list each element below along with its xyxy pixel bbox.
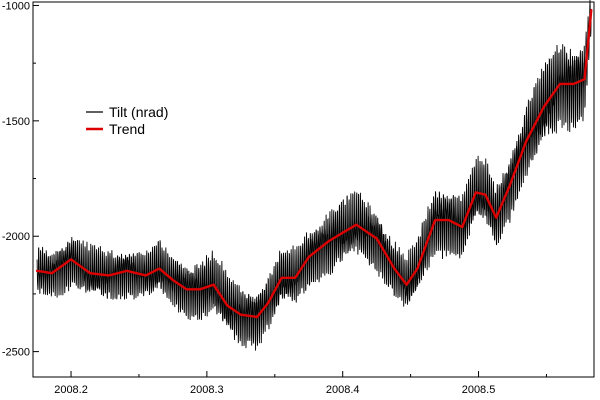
y-tick-label: -2500 (2, 347, 30, 359)
series-trend (35, 8, 593, 319)
legend: Tilt (nrad) Trend (86, 104, 168, 137)
y-tick-label: -2000 (2, 231, 30, 243)
series-tilt (36, 0, 592, 351)
y-tick-label: -1500 (2, 116, 30, 128)
x-tick-label: 2008.4 (326, 384, 360, 396)
x-tick-label: 2008.3 (190, 384, 224, 396)
y-tick-label: -1000 (2, 0, 30, 12)
tilt-line (36, 0, 592, 351)
x-tick-label: 2008.2 (54, 384, 88, 396)
tick-marks (33, 4, 547, 377)
legend-label-tilt: Tilt (nrad) (109, 104, 168, 120)
legend-label-trend: Trend (109, 121, 145, 137)
trend-line (35, 8, 593, 319)
x-tick-label: 2008.5 (462, 384, 496, 396)
tick-labels: -1000 -1500 -2000 -2500 2008.2 2008.3 2008.4 20… (2, 0, 496, 396)
